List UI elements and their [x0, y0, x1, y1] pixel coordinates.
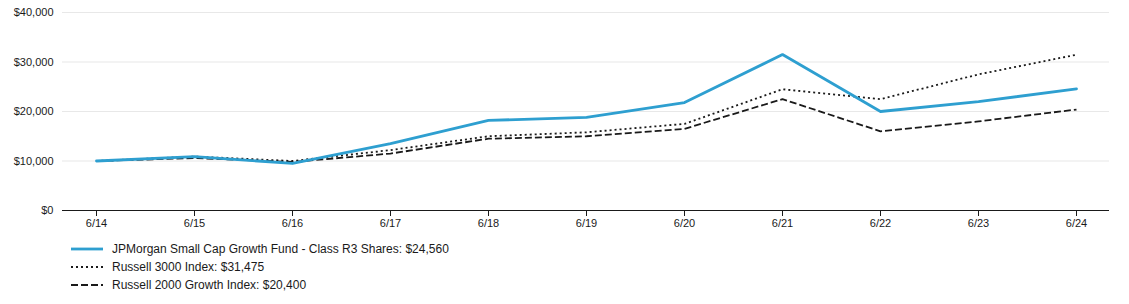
svg-text:6/14: 6/14: [86, 217, 107, 229]
svg-text:6/22: 6/22: [870, 217, 891, 229]
svg-text:6/15: 6/15: [184, 217, 205, 229]
svg-text:6/20: 6/20: [674, 217, 695, 229]
svg-text:6/24: 6/24: [1066, 217, 1087, 229]
svg-text:$20,000: $20,000: [14, 105, 54, 117]
svg-text:6/21: 6/21: [772, 217, 793, 229]
html-text:Russell 3000 Index: $31,475: Russell 3000 Index: $31,475: [112, 260, 265, 274]
html-text:JPMorgan Small Cap Growth Fund: JPMorgan Small Cap Growth Fund - Class R…: [112, 242, 449, 256]
html-text:Russell 2000 Growth Index: $20: Russell 2000 Growth Index: $20,400: [112, 278, 307, 292]
svg-text:6/18: 6/18: [478, 217, 499, 229]
svg-text:$40,000: $40,000: [14, 6, 54, 18]
svg-text:6/17: 6/17: [380, 217, 401, 229]
svg-text:6/23: 6/23: [968, 217, 989, 229]
svg-text:$10,000: $10,000: [14, 155, 54, 167]
svg-text:$30,000: $30,000: [14, 56, 54, 68]
svg-text:6/19: 6/19: [576, 217, 597, 229]
svg-text:6/16: 6/16: [282, 217, 303, 229]
svg-text:$0: $0: [41, 204, 53, 216]
